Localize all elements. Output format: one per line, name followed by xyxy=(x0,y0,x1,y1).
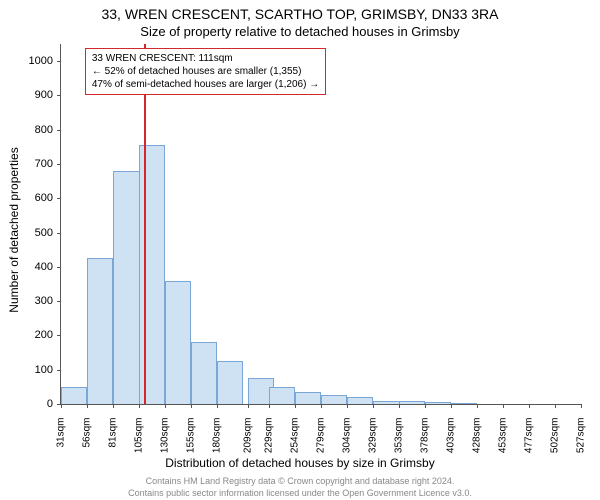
y-tick xyxy=(57,130,61,131)
x-tick xyxy=(248,404,249,408)
x-tick xyxy=(295,404,296,408)
y-tick xyxy=(57,301,61,302)
y-tick xyxy=(57,198,61,199)
x-tick xyxy=(425,404,426,408)
callout-box: 33 WREN CRESCENT: 111sqm← 52% of detache… xyxy=(85,48,326,95)
x-tick-label: 378sqm xyxy=(419,418,430,454)
callout-line-title: 33 WREN CRESCENT: 111sqm xyxy=(92,52,319,65)
footer-copyright: Contains HM Land Registry data © Crown c… xyxy=(0,476,600,486)
y-tick-label: 1000 xyxy=(29,55,53,67)
x-tick xyxy=(139,404,140,408)
histogram-bar xyxy=(399,401,425,404)
y-tick xyxy=(57,335,61,336)
y-tick-label: 500 xyxy=(35,227,53,239)
y-tick-label: 600 xyxy=(35,192,53,204)
x-tick-label: 477sqm xyxy=(523,418,534,454)
x-tick-label: 403sqm xyxy=(446,418,457,454)
x-tick xyxy=(269,404,270,408)
x-tick-label: 428sqm xyxy=(472,418,483,454)
y-tick-label: 900 xyxy=(35,89,53,101)
y-tick xyxy=(57,267,61,268)
histogram-bar xyxy=(347,397,373,404)
histogram-bar xyxy=(113,171,139,404)
x-tick-label: 81sqm xyxy=(108,418,119,448)
y-tick-label: 400 xyxy=(35,261,53,273)
x-tick-label: 105sqm xyxy=(133,418,144,454)
chart-subtitle: Size of property relative to detached ho… xyxy=(0,24,600,39)
x-tick xyxy=(529,404,530,408)
x-tick-label: 209sqm xyxy=(242,418,253,454)
histogram-bar xyxy=(61,387,87,404)
callout-line-larger: 47% of semi-detached houses are larger (… xyxy=(92,78,319,91)
y-tick-label: 800 xyxy=(35,124,53,136)
x-tick-label: 254sqm xyxy=(289,418,300,454)
x-tick xyxy=(451,404,452,408)
chart-container: { "title_line1": "33, WREN CRESCENT, SCA… xyxy=(0,0,600,500)
x-tick xyxy=(191,404,192,408)
x-tick xyxy=(399,404,400,408)
x-tick xyxy=(373,404,374,408)
x-tick xyxy=(165,404,166,408)
x-tick-label: 279sqm xyxy=(316,418,327,454)
x-tick xyxy=(113,404,114,408)
y-tick-label: 100 xyxy=(35,364,53,376)
x-tick xyxy=(581,404,582,408)
x-tick xyxy=(555,404,556,408)
histogram-bar xyxy=(373,401,399,404)
callout-line-smaller: ← 52% of detached houses are smaller (1,… xyxy=(92,65,319,78)
x-tick xyxy=(477,404,478,408)
x-tick-label: 502sqm xyxy=(549,418,560,454)
histogram-bar xyxy=(139,145,165,404)
x-tick xyxy=(503,404,504,408)
y-tick xyxy=(57,95,61,96)
y-tick xyxy=(57,233,61,234)
x-tick-label: 229sqm xyxy=(263,418,274,454)
plot-area: 0100200300400500600700800900100031sqm56s… xyxy=(60,44,581,405)
histogram-bar xyxy=(295,392,321,404)
y-tick xyxy=(57,61,61,62)
y-tick xyxy=(57,164,61,165)
x-tick-label: 453sqm xyxy=(498,418,509,454)
x-tick-label: 31sqm xyxy=(56,418,67,448)
y-tick-label: 0 xyxy=(47,398,53,410)
x-tick-label: 527sqm xyxy=(576,418,587,454)
y-tick xyxy=(57,370,61,371)
x-tick-label: 56sqm xyxy=(82,418,93,448)
histogram-bar xyxy=(269,387,295,404)
histogram-bar xyxy=(425,402,451,404)
x-tick-label: 155sqm xyxy=(186,418,197,454)
footer-license: Contains public sector information licen… xyxy=(0,488,600,498)
chart-title-address: 33, WREN CRESCENT, SCARTHO TOP, GRIMSBY,… xyxy=(0,6,600,22)
x-axis-label: Distribution of detached houses by size … xyxy=(0,456,600,470)
property-marker-line xyxy=(144,44,146,404)
histogram-bar xyxy=(451,403,477,404)
x-tick-label: 130sqm xyxy=(159,418,170,454)
x-tick xyxy=(87,404,88,408)
histogram-bar xyxy=(87,258,113,404)
x-tick-label: 180sqm xyxy=(212,418,223,454)
histogram-bar xyxy=(165,281,191,404)
y-axis-label: Number of detached properties xyxy=(4,40,24,420)
histogram-bar xyxy=(321,395,347,404)
y-tick-label: 300 xyxy=(35,295,53,307)
x-tick-label: 329sqm xyxy=(368,418,379,454)
y-tick-label: 200 xyxy=(35,329,53,341)
x-tick xyxy=(347,404,348,408)
y-tick-label: 700 xyxy=(35,158,53,170)
histogram-bar xyxy=(191,342,217,404)
x-tick xyxy=(217,404,218,408)
x-tick-label: 353sqm xyxy=(393,418,404,454)
x-tick xyxy=(61,404,62,408)
x-tick xyxy=(321,404,322,408)
x-tick-label: 304sqm xyxy=(342,418,353,454)
histogram-bar xyxy=(217,361,243,404)
